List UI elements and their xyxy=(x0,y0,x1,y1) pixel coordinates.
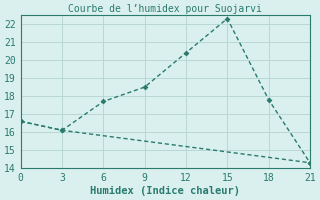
Title: Courbe de l’humidex pour Suojarvi: Courbe de l’humidex pour Suojarvi xyxy=(68,4,262,14)
X-axis label: Humidex (Indice chaleur): Humidex (Indice chaleur) xyxy=(90,186,240,196)
